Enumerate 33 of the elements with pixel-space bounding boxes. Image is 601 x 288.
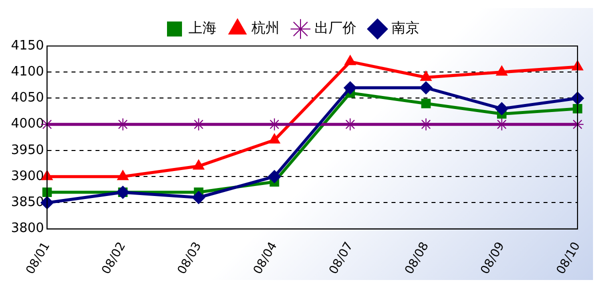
point	[116, 118, 130, 131]
y-tick-label: 3950	[10, 142, 44, 158]
legend-label: 上海	[188, 20, 216, 37]
y-tick-label: 3850	[10, 195, 44, 210]
point	[344, 118, 357, 131]
y-tick-label: 3900	[10, 168, 44, 184]
y-tick-label: 4000	[10, 116, 44, 132]
point	[192, 118, 206, 131]
point	[192, 160, 204, 170]
y-tick-label: 4050	[10, 90, 44, 106]
point	[572, 104, 582, 114]
point	[268, 118, 281, 131]
legend-label: 出厂价	[314, 20, 356, 37]
point	[344, 81, 357, 94]
legend-label: 杭州	[250, 20, 280, 37]
y-tick-label: 4150	[10, 38, 44, 54]
point	[571, 118, 584, 131]
point	[268, 170, 281, 184]
point	[421, 98, 431, 108]
legend-label: 南京	[392, 20, 420, 37]
point	[117, 170, 129, 180]
point	[268, 134, 280, 144]
point	[419, 118, 432, 131]
point	[495, 102, 508, 116]
y-tick-label: 4100	[10, 64, 44, 80]
point	[419, 81, 432, 94]
y-tick-label: 3800	[10, 221, 44, 236]
point	[495, 118, 508, 131]
point	[344, 55, 356, 66]
point	[192, 191, 206, 204]
point	[496, 66, 508, 76]
point	[42, 188, 52, 198]
point	[420, 70, 432, 81]
